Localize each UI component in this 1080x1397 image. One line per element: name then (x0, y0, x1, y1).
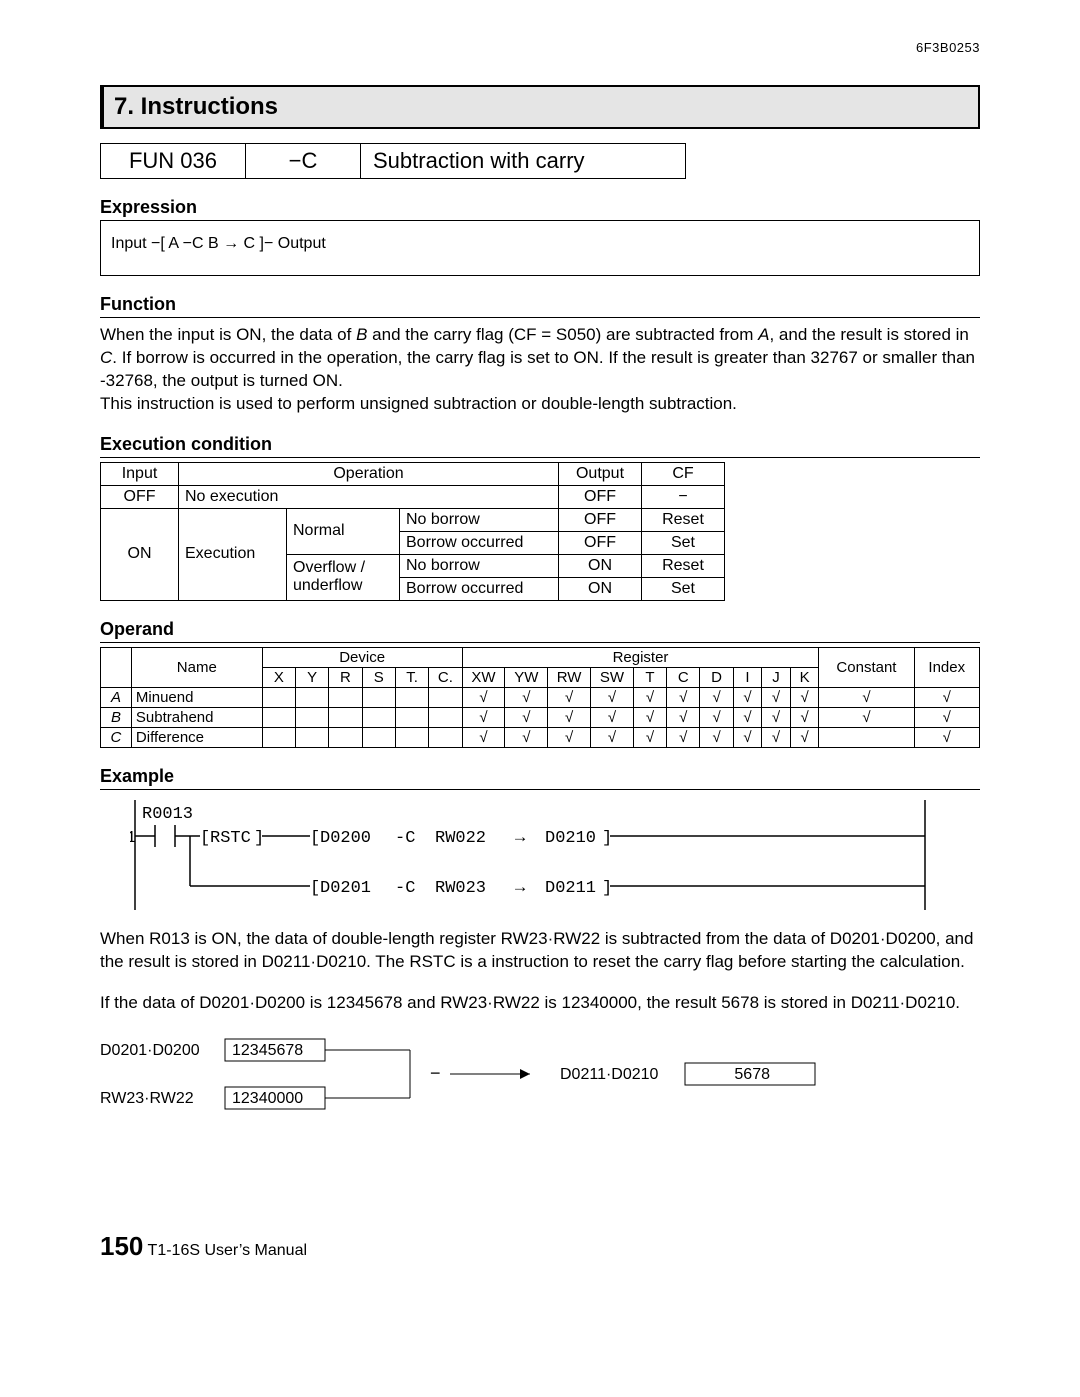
svg-text:R0013: R0013 (142, 805, 193, 824)
expression-box: Input −[ A −C B → C ]− Output (100, 221, 980, 276)
svg-text:5678: 5678 (734, 1066, 770, 1083)
expression-text: Input −[ A −C B → C ]− Output (111, 235, 326, 252)
title-name: Subtraction with carry (361, 143, 686, 179)
svg-text:→: → (515, 829, 526, 848)
svg-text:D0201: D0201 (320, 879, 371, 898)
svg-text:[: [ (310, 879, 320, 898)
svg-text:D0201·D0200: D0201·D0200 (100, 1042, 200, 1059)
exec-table: Input Operation Output CF OFF No executi… (100, 462, 725, 601)
svg-text:RW022: RW022 (435, 829, 486, 848)
footer-text: T1-16S User’s Manual (143, 1242, 307, 1259)
svg-text:RW023: RW023 (435, 879, 486, 898)
title-row: FUN 036 −C Subtraction with carry (100, 143, 980, 179)
sec-operand-head: Operand (100, 619, 980, 643)
chapter-header: 7. Instructions (100, 85, 980, 129)
svg-text:1: 1 (130, 829, 136, 848)
calc-diagram: D0201·D0200 12345678 RW23·RW22 12340000 … (100, 1031, 900, 1121)
svg-text:D0211: D0211 (545, 879, 596, 898)
svg-text:]: ] (602, 879, 612, 898)
svg-text:→: → (515, 879, 526, 898)
example-p2: If the data of D0201·D0200 is 12345678 a… (100, 992, 980, 1015)
svg-text:D0200: D0200 (320, 829, 371, 848)
svg-text:-C: -C (395, 879, 415, 898)
svg-text:[: [ (310, 829, 320, 848)
svg-text:D0210: D0210 (545, 829, 596, 848)
title-fun: FUN 036 (100, 143, 246, 179)
svg-text:-C: -C (395, 829, 415, 848)
svg-text:−: − (430, 1063, 441, 1083)
svg-text:RSTC: RSTC (210, 829, 251, 848)
svg-text:]: ] (254, 829, 264, 848)
title-sym: −C (246, 143, 361, 179)
page-number: 150 (100, 1231, 143, 1261)
example-p1: When R013 is ON, the data of double-leng… (100, 928, 980, 974)
page-footer: 150 T1-16S User’s Manual (100, 1231, 980, 1262)
doc-code: 6F3B0253 (100, 40, 980, 55)
svg-text:D0211·D0210: D0211·D0210 (560, 1066, 659, 1083)
sec-function-head: Function (100, 294, 980, 318)
svg-text:]: ] (602, 829, 612, 848)
sec-expression-head: Expression (100, 197, 980, 221)
ladder-diagram: 1 R0013 [ RSTC ] [ D0200 -C RW022 → D021… (130, 800, 980, 910)
function-text: When the input is ON, the data of B and … (100, 324, 980, 416)
operand-table: Name Device Register Constant Index XYRS… (100, 647, 980, 748)
svg-text:[: [ (200, 829, 210, 848)
svg-text:12345678: 12345678 (232, 1042, 303, 1059)
sec-example-head: Example (100, 766, 980, 790)
svg-text:RW23·RW22: RW23·RW22 (100, 1090, 194, 1107)
svg-text:12340000: 12340000 (232, 1090, 303, 1107)
sec-exec-head: Execution condition (100, 434, 980, 458)
